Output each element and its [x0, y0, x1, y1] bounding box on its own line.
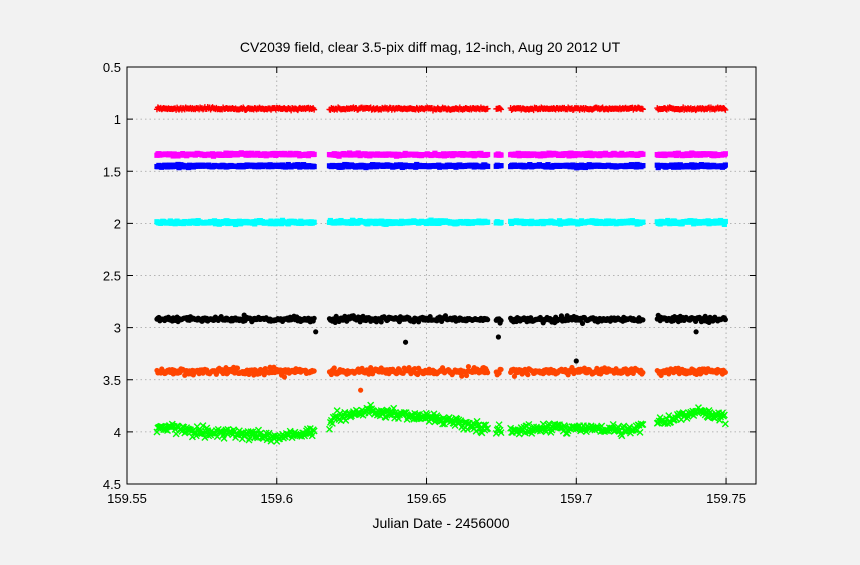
data-point — [234, 365, 241, 371]
data-point — [498, 106, 505, 113]
data-point — [308, 432, 316, 440]
data-point — [495, 334, 502, 340]
data-point — [722, 317, 728, 323]
data-point — [722, 106, 729, 113]
data-point — [412, 365, 418, 372]
data-point — [640, 151, 646, 157]
data-point — [495, 421, 503, 429]
data-point — [721, 105, 728, 112]
data-point — [640, 369, 646, 376]
data-point — [573, 358, 579, 364]
data-point — [484, 105, 491, 112]
x-axis-label: Julian Date - 2456000 — [373, 515, 510, 531]
data-point — [485, 151, 491, 158]
y-tick-label: 1 — [114, 112, 121, 127]
data-point — [721, 420, 729, 428]
data-point — [485, 317, 491, 323]
data-point — [311, 164, 317, 170]
data-point — [402, 339, 409, 345]
data-point — [378, 319, 384, 325]
data-point — [498, 317, 504, 324]
data-point — [485, 219, 491, 225]
data-point — [722, 369, 728, 375]
data-point — [459, 373, 465, 379]
x-axis: 159.55 159.6 159.65 159.7 159.75 — [107, 67, 746, 506]
data-point — [525, 372, 531, 378]
data-point — [311, 151, 317, 158]
data-point — [310, 427, 318, 435]
data-point — [721, 221, 727, 227]
data-point — [720, 411, 728, 419]
data-point — [640, 317, 646, 323]
data-point — [325, 425, 333, 433]
data-point — [640, 219, 646, 225]
data-point — [485, 370, 491, 376]
y-tick-label: 4 — [114, 425, 121, 440]
data-point — [498, 366, 504, 373]
data-point — [390, 404, 398, 412]
y-tick-label: 0.5 — [103, 60, 121, 75]
y-tick-label: 3.5 — [103, 373, 121, 388]
data-point — [640, 163, 646, 169]
data-point — [498, 163, 504, 169]
data-point — [705, 406, 713, 414]
data-point — [311, 219, 317, 225]
data-point — [511, 373, 518, 379]
y-axis: 0.5 1 1.5 2 2.5 3 3.5 4 4.5 — [103, 60, 756, 492]
data-point — [192, 432, 200, 440]
data-point — [311, 368, 317, 374]
x-tick-label: 159.65 — [407, 491, 447, 506]
y-tick-label: 2.5 — [103, 269, 121, 284]
data-point — [313, 329, 319, 335]
data-point — [428, 217, 434, 223]
data-point — [636, 428, 644, 436]
data-point — [722, 218, 728, 225]
data-point — [328, 419, 336, 427]
data-point — [639, 106, 646, 113]
data-point — [281, 374, 288, 380]
data-point — [639, 420, 647, 428]
data-point — [220, 434, 228, 442]
data-point — [311, 106, 318, 113]
data-point — [722, 151, 728, 157]
y-tick-label: 1.5 — [103, 164, 121, 179]
x-tick-label: 159.7 — [560, 491, 593, 506]
data-point — [498, 219, 504, 226]
data-point — [498, 152, 504, 158]
data-point — [406, 365, 412, 371]
data-point — [582, 428, 590, 436]
data-point — [465, 363, 472, 370]
data-point — [693, 329, 699, 335]
data-points — [153, 104, 729, 445]
data-point — [198, 429, 206, 437]
data-point — [331, 365, 337, 371]
data-point — [463, 372, 470, 379]
data-point — [484, 424, 492, 432]
data-point — [457, 417, 465, 425]
y-tick-label: 3 — [114, 321, 121, 336]
x-tick-label: 159.6 — [260, 491, 293, 506]
data-point — [328, 371, 334, 378]
data-point — [722, 162, 728, 168]
x-tick-label: 159.75 — [706, 491, 746, 506]
data-point — [609, 420, 617, 428]
data-point — [525, 420, 533, 428]
chart-title: CV2039 field, clear 3.5-pix diff mag, 12… — [240, 39, 621, 55]
data-point — [311, 315, 317, 321]
data-point — [485, 163, 491, 170]
y-tick-label: 2 — [114, 216, 121, 231]
data-point — [358, 387, 364, 393]
data-point — [579, 320, 586, 327]
y-tick-label: 4.5 — [103, 477, 121, 492]
data-point — [497, 105, 504, 112]
x-tick-label: 159.55 — [107, 491, 147, 506]
data-point — [497, 429, 505, 437]
